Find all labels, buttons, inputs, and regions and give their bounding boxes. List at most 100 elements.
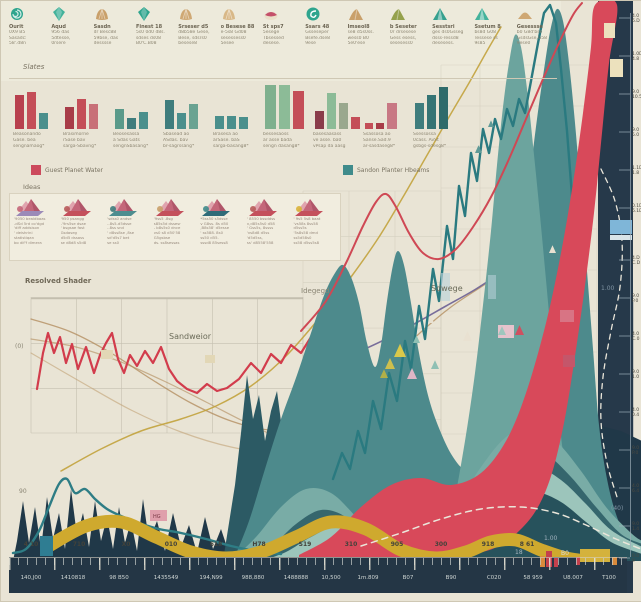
right-axis-label-line2: 1.0 bbox=[632, 374, 640, 380]
bar bbox=[227, 116, 236, 129]
triangle-marker bbox=[428, 316, 434, 323]
icon-item: Aqud 956 das 5dtesse, 0rsere bbox=[51, 6, 91, 47]
caption-line: Sanse.Sad.9 bbox=[363, 137, 391, 143]
top-icon-strip: Ourit 0X9 B5 Sasadc: 58'.d8n Aqud 956 das 5… bbox=[9, 6, 557, 47]
caption-line: Brasesa ao bbox=[213, 132, 238, 137]
x-tick-label: 710 bbox=[72, 541, 86, 548]
bottom-bar-label: 98 B50 bbox=[109, 575, 129, 581]
bottom-bar-label: 58 959 bbox=[523, 575, 543, 581]
right-axis-label-line2: 6.4 bbox=[632, 488, 640, 494]
caption-line: 5s0 0d0 d8s. bbox=[135, 30, 165, 35]
right-axis-label-line1: 9.0 bbox=[632, 294, 640, 299]
x-tick-label: H78 bbox=[252, 541, 266, 548]
teal-line-main bbox=[331, 3, 578, 481]
bottom-bar-label: 1m.809 bbox=[357, 575, 379, 581]
right-axis bbox=[619, 13, 631, 559]
idea-card: '950 psangg -'9rs5se dsae ' bsgsae fast Gsd… bbox=[59, 197, 106, 257]
right-axis-label-line2: 1.8 bbox=[632, 170, 640, 176]
bar bbox=[77, 99, 86, 129]
mountain-card-icon bbox=[247, 197, 290, 217]
caption-line: 5dtesse, bbox=[51, 35, 71, 41]
icon-item: o Besese 88 e-5s8 Gd08 sesessess0 5esee bbox=[221, 6, 261, 47]
right-axis-label: 9.0 P.0 bbox=[632, 294, 641, 305]
chart-annotation: (0) bbox=[15, 343, 24, 350]
chart-annotation: 18 bbox=[515, 549, 523, 556]
caption-line: 5e0'ese bbox=[347, 41, 366, 47]
right-axis-label-line1: 4.0 bbox=[632, 14, 640, 19]
right-axis-label-line2: 4.8 bbox=[632, 56, 640, 62]
card-line: ss' d8558'558 bbox=[246, 240, 274, 245]
idea-card: *5ss50 s5dsse v G8ss. 8s d50 ,B8s58' d5ess… bbox=[198, 197, 245, 257]
caption-line: e-5s8 Gd08 bbox=[220, 30, 247, 35]
icon-caption: 5s0 0d0 d8s. sdses ds08 B0'C.B08 bbox=[136, 30, 176, 47]
right-axis-label: 4.0 6.D bbox=[632, 14, 641, 25]
icon-caption: 956 das 5dtesse, 0rsere bbox=[51, 30, 91, 47]
triangle-marker bbox=[413, 335, 420, 343]
x-tick-label: 300 bbox=[434, 541, 448, 548]
bottom-bar-label: 988,880 bbox=[241, 575, 265, 581]
icon-title: Ourit bbox=[9, 24, 24, 30]
category-icon bbox=[221, 6, 261, 23]
card-line: Gsdaseg bbox=[60, 231, 77, 236]
caption-line: Sasadc: bbox=[9, 35, 27, 41]
card-line: d5d5 dssass bbox=[60, 235, 85, 240]
triangle-marker bbox=[407, 368, 417, 379]
caption-line: basesaasass bbox=[313, 132, 342, 137]
legend-swatch bbox=[343, 165, 353, 175]
caption-line: sarga-Sbavng* bbox=[63, 143, 97, 149]
right-axis-label-line1: 0.1D bbox=[632, 204, 641, 209]
bottom-bar-label: B07 bbox=[402, 575, 414, 581]
icon-title: Aqud bbox=[51, 24, 66, 30]
triangle-marker bbox=[475, 145, 482, 153]
category-icon bbox=[263, 6, 303, 23]
card-text: '9050 bealdbaas -dSd 5rd co'dgd'diff adds… bbox=[14, 217, 57, 245]
card-text: '9ss5 .8sg s85s5d dssesr - b8s5s0 dnce vs0 … bbox=[154, 217, 197, 245]
bar bbox=[439, 87, 448, 129]
wave-4 bbox=[286, 491, 641, 563]
caption-line: Sbasead ao bbox=[163, 132, 190, 137]
red-zigzag-line bbox=[35, 331, 333, 395]
triangle-marker bbox=[394, 343, 406, 357]
category-icon bbox=[348, 6, 388, 23]
caption-line: wess0 B0 bbox=[347, 35, 369, 41]
x-tick-label: 010 bbox=[164, 541, 178, 548]
icon-title: Ssetum 8 bbox=[474, 24, 501, 30]
category-icon bbox=[305, 6, 345, 23]
panel-chip-base bbox=[610, 235, 632, 240]
bar bbox=[15, 95, 24, 129]
right-axis-label-line2: C.0 bbox=[632, 336, 640, 342]
card-line: -'9rs5se dsae bbox=[60, 221, 86, 226]
bottom-bar-label: 1410818 bbox=[60, 575, 86, 581]
caption-line: ASdas. bav bbox=[163, 137, 189, 143]
card-line: ..8ss snd bbox=[107, 226, 124, 231]
chart-annotation: 1.00 bbox=[601, 285, 615, 292]
card-text: '950 psangg -'9rs5se dsae ' bsgsae fast Gsd… bbox=[61, 217, 104, 245]
x-tick-label: X0 bbox=[121, 541, 131, 548]
mini-bar-chart: Ssessossa 0cass. AvSt gsbgs-sdesg8* bbox=[411, 85, 461, 149]
right-axis-label: 1.0D 4.8 bbox=[632, 52, 641, 63]
bottom-bar-label: 10,500 bbox=[321, 575, 341, 581]
right-axis-label: 0.1D 6.1D bbox=[632, 204, 641, 215]
caption-line: desese. bbox=[262, 41, 281, 47]
bar bbox=[65, 107, 74, 129]
icon-item: Ssars 48 Gsseseper Bsefe.dse8 9ese bbox=[305, 6, 345, 47]
red-ribbon bbox=[299, 1, 618, 563]
bars bbox=[61, 85, 111, 129]
light-teal-mountain bbox=[439, 34, 611, 561]
mini-chart-caption: Sbasead ao ASdas. bav br-sagrssang* bbox=[161, 132, 211, 149]
right-axis-label-line2: 5.0 bbox=[632, 132, 640, 138]
card-line: '9050 bealdbaas bbox=[14, 217, 46, 221]
right-axis-label-line2: 1.4 bbox=[632, 526, 640, 532]
caption-line: Bsefe.dse8 bbox=[305, 35, 331, 41]
icon-caption: d8b58e Gese, Bese, sdsrs0 besese8 bbox=[178, 30, 218, 47]
pale-column bbox=[441, 273, 450, 301]
mini-chart-caption: basesaasass ve asse. ba0 vPsap da aasg bbox=[311, 132, 361, 149]
caption-line: bessesaoss bbox=[263, 132, 289, 137]
bar bbox=[387, 103, 397, 129]
legend-item: Guest Planet Water bbox=[31, 165, 103, 175]
x-tick-label: 905 bbox=[390, 541, 404, 548]
card-line: ' Gss5s, 8ssss bbox=[246, 226, 274, 231]
sub-box bbox=[101, 350, 113, 359]
icon-title: o Besese 88 bbox=[220, 24, 255, 30]
